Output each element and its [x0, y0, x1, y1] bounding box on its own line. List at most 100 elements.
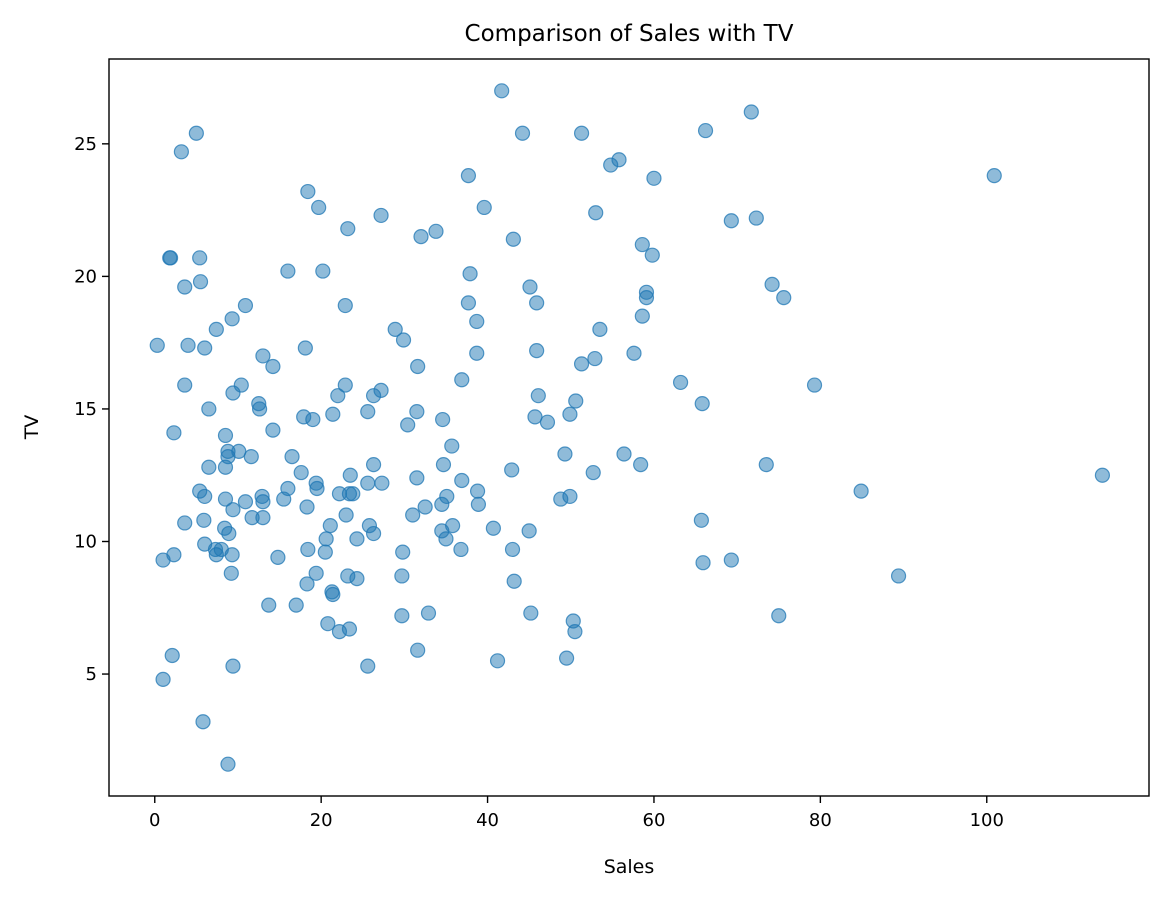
scatter-point [477, 200, 491, 214]
scatter-point [507, 574, 521, 588]
scatter-point [568, 625, 582, 639]
scatter-point [294, 466, 308, 480]
scatter-point [414, 230, 428, 244]
scatter-point [604, 158, 618, 172]
x-tick-label: 100 [970, 810, 1004, 831]
scatter-point [454, 542, 468, 556]
scatter-point [522, 524, 536, 538]
scatter-point [289, 598, 303, 612]
scatter-point [367, 458, 381, 472]
scatter-point [197, 513, 211, 527]
scatter-point [486, 521, 500, 535]
scatter-point [323, 519, 337, 533]
scatter-point [593, 322, 607, 336]
scatter-point [198, 341, 212, 355]
scatter-point [150, 338, 164, 352]
scatter-point [435, 497, 449, 511]
scatter-point [808, 378, 822, 392]
scatter-point [193, 251, 207, 265]
scatter-point [202, 460, 216, 474]
scatter-point [406, 508, 420, 522]
scatter-point [218, 428, 232, 442]
scatter-point [316, 264, 330, 278]
scatter-point [224, 566, 238, 580]
chart-title: Comparison of Sales with TV [465, 21, 794, 47]
scatter-point [674, 375, 688, 389]
scatter-point [181, 338, 195, 352]
scatter-point [724, 553, 738, 567]
scatter-point [635, 238, 649, 252]
scatter-point [338, 299, 352, 313]
scatter-point [470, 346, 484, 360]
scatter-point [301, 542, 315, 556]
scatter-point [530, 344, 544, 358]
scatter-point [209, 322, 223, 336]
x-tick-label: 20 [310, 810, 333, 831]
x-tick-label: 60 [643, 810, 666, 831]
scatter-point [222, 527, 236, 541]
scatter-point [331, 389, 345, 403]
scatter-point [350, 572, 364, 586]
scatter-point [341, 222, 355, 236]
y-axis-label: TV [21, 415, 43, 441]
scatter-point [586, 466, 600, 480]
scatter-point [277, 492, 291, 506]
scatter-point [505, 463, 519, 477]
x-axis-label: Sales [604, 856, 655, 878]
scatter-point [418, 500, 432, 514]
scatter-point [645, 248, 659, 262]
scatter-point [156, 553, 170, 567]
scatter-point [530, 296, 544, 310]
scatter-point [346, 487, 360, 501]
scatter-point [178, 516, 192, 530]
scatter-point [563, 407, 577, 421]
scatter-point [724, 214, 738, 228]
scatter-point [563, 489, 577, 503]
scatter-point [699, 124, 713, 138]
scatter-point [367, 527, 381, 541]
scatter-point [495, 84, 509, 98]
scatter-point [575, 126, 589, 140]
scatter-point [396, 545, 410, 559]
scatter-point [421, 606, 435, 620]
axis-ticks: 0 20 40 60 80 100 5 10 15 20 25 [74, 134, 1004, 831]
scatter-point [772, 609, 786, 623]
scatter-point [202, 402, 216, 416]
scatter-point [635, 309, 649, 323]
scatter-point [523, 280, 537, 294]
scatter-point [326, 407, 340, 421]
scatter-point [367, 389, 381, 403]
scatter-point [463, 267, 477, 281]
scatter-point [226, 503, 240, 517]
scatter-point [156, 672, 170, 686]
scatter-point [300, 577, 314, 591]
scatter-point [436, 458, 450, 472]
scatter-point [312, 200, 326, 214]
x-tick-label: 80 [809, 810, 832, 831]
scatter-point [506, 232, 520, 246]
scatter-point [411, 643, 425, 657]
scatter-point [361, 405, 375, 419]
scatter-point [744, 105, 758, 119]
scatter-point [238, 299, 252, 313]
scatter-point [310, 481, 324, 495]
scatter-point [470, 314, 484, 328]
scatter-point [198, 489, 212, 503]
scatter-point [178, 378, 192, 392]
scatter-point [167, 426, 181, 440]
scatter-point [375, 476, 389, 490]
scatter-point [178, 280, 192, 294]
scatter-point [319, 532, 333, 546]
scatter-point [1095, 468, 1109, 482]
scatter-point [410, 405, 424, 419]
scatter-point [627, 346, 641, 360]
scatter-point [256, 495, 270, 509]
scatter-point [524, 606, 538, 620]
scatter-point [575, 357, 589, 371]
scatter-point [694, 513, 708, 527]
y-tick-label: 10 [74, 531, 97, 552]
scatter-point [455, 373, 469, 387]
scatter-point [436, 413, 450, 427]
scatter-point [639, 291, 653, 305]
scatter-point [165, 648, 179, 662]
